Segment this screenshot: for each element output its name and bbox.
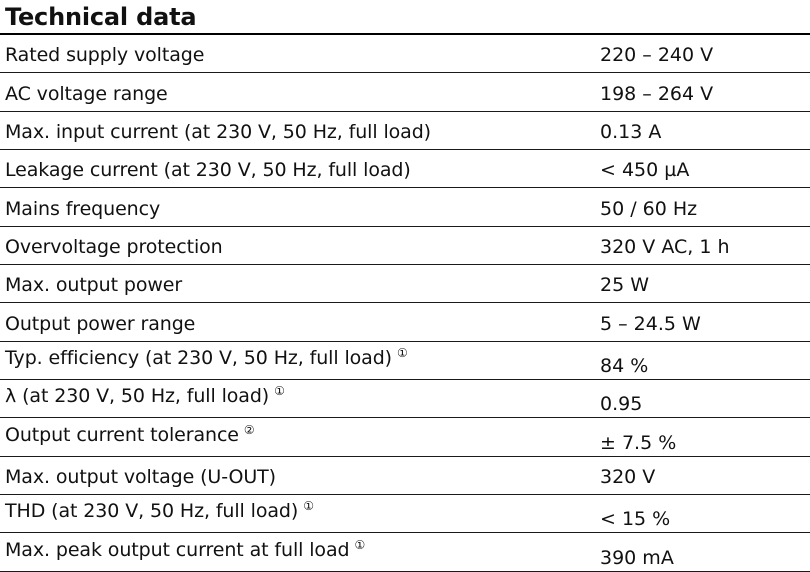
- row-label-text: Max. peak output current at full load: [5, 538, 350, 561]
- table-row: Overvoltage protection 320 V AC, 1 h: [0, 227, 810, 266]
- row-value: ± 7.5 %: [600, 431, 677, 454]
- row-label: Max. input current (at 230 V, 50 Hz, ful…: [5, 121, 431, 143]
- row-value: 320 V: [600, 466, 656, 489]
- table-row: Typ. efficiency (at 230 V, 50 Hz, full l…: [0, 342, 810, 381]
- title-rule: [0, 33, 810, 35]
- row-value: 0.95: [600, 393, 643, 416]
- row-label: Overvoltage protection: [5, 236, 223, 258]
- row-label: Rated supply voltage: [5, 44, 204, 66]
- row-label: Output current tolerance ②: [5, 423, 255, 446]
- table-row: AC voltage range 198 – 264 V: [0, 73, 810, 112]
- footnote-marker: ①: [303, 499, 314, 514]
- row-value: 84 %: [600, 355, 649, 378]
- table-row: Max. input current (at 230 V, 50 Hz, ful…: [0, 112, 810, 151]
- table-row: Leakage current (at 230 V, 50 Hz, full l…: [0, 150, 810, 189]
- table-row: Max. peak output current at full load ① 39…: [0, 533, 810, 572]
- row-label: Max. peak output current at full load ①: [5, 538, 365, 561]
- row-label: AC voltage range: [5, 83, 168, 105]
- row-label: Leakage current (at 230 V, 50 Hz, full l…: [5, 159, 411, 181]
- row-label-text: Typ. efficiency (at 230 V, 50 Hz, full l…: [5, 347, 392, 370]
- row-value: 220 – 240 V: [600, 44, 714, 67]
- table-row: Rated supply voltage 220 – 240 V: [0, 35, 810, 74]
- row-label: Max. output power: [5, 274, 182, 296]
- row-label-text: Overvoltage protection: [5, 236, 223, 259]
- row-label-text: Output current tolerance: [5, 423, 239, 446]
- row-label: λ (at 230 V, 50 Hz, full load) ①: [5, 384, 285, 407]
- row-value: < 15 %: [600, 508, 671, 531]
- row-label: Typ. efficiency (at 230 V, 50 Hz, full l…: [5, 346, 408, 369]
- row-value: 320 V AC, 1 h: [600, 236, 730, 259]
- row-label-text: Max. output power: [5, 274, 183, 297]
- footnote-marker: ②: [243, 422, 255, 437]
- row-label: Mains frequency: [5, 198, 160, 220]
- row-value: 50 / 60 Hz: [600, 197, 698, 220]
- row-label-text: Leakage current (at 230 V, 50 Hz, full l…: [5, 159, 411, 182]
- row-label: THD (at 230 V, 50 Hz, full load) ①: [5, 499, 314, 522]
- table-row: Output current tolerance ② ± 7.5 %: [0, 418, 810, 457]
- table-row: λ (at 230 V, 50 Hz, full load) ① 0.95: [0, 380, 810, 419]
- table-row: Max. output voltage (U-OUT) 320 V: [0, 457, 810, 496]
- table-row: Mains frequency 50 / 60 Hz: [0, 188, 810, 227]
- row-value: 0.13 A: [600, 121, 662, 144]
- section-title: Technical data: [5, 3, 197, 31]
- table-row: THD (at 230 V, 50 Hz, full load) ① < 15 %: [0, 495, 810, 534]
- row-label-text: THD (at 230 V, 50 Hz, full load): [5, 500, 299, 523]
- technical-data-table: Rated supply voltage 220 – 240 V AC voltag…: [0, 35, 810, 572]
- row-label-text: λ (at 230 V, 50 Hz, full load): [5, 385, 270, 408]
- row-label-text: Rated supply voltage: [5, 44, 205, 67]
- row-value: 25 W: [600, 274, 650, 297]
- row-value: 5 – 24.5 W: [600, 312, 701, 335]
- table-row: Output power range 5 – 24.5 W: [0, 303, 810, 342]
- footnote-marker: ①: [274, 384, 285, 399]
- row-value: 390 mA: [600, 546, 674, 569]
- row-label-text: Output power range: [5, 312, 196, 335]
- table-row: Max. output power 25 W: [0, 265, 810, 304]
- row-label-text: Max. input current (at 230 V, 50 Hz, ful…: [5, 121, 431, 144]
- footnote-marker: ①: [397, 346, 408, 361]
- row-value: 198 – 264 V: [600, 82, 714, 105]
- row-label-text: Max. output voltage (U-OUT): [5, 466, 276, 489]
- row-label: Max. output voltage (U-OUT): [5, 466, 276, 488]
- row-label-text: AC voltage range: [5, 82, 168, 105]
- footnote-marker: ①: [354, 537, 366, 552]
- row-label-text: Mains frequency: [5, 197, 161, 220]
- row-value: < 450 µA: [600, 159, 690, 182]
- row-label: Output power range: [5, 313, 195, 335]
